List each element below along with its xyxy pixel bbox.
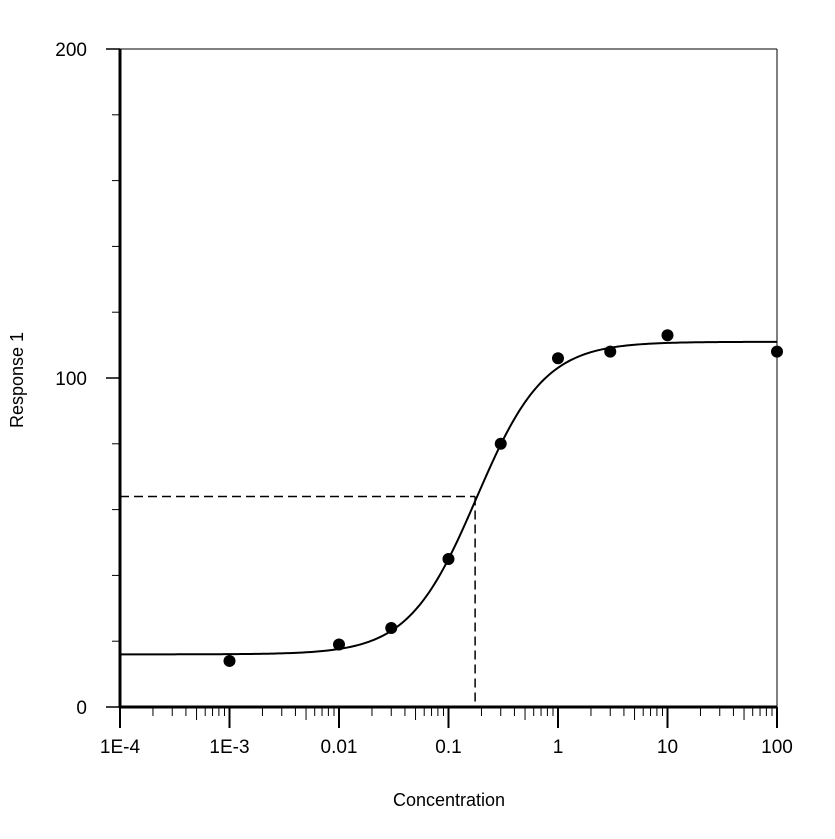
data-point: [771, 345, 783, 358]
y-axis: 0 100 200: [55, 40, 122, 719]
data-points: [223, 329, 783, 667]
x-tick-label: 1E-4: [100, 737, 141, 758]
x-tick-label: 10: [657, 737, 678, 758]
data-point: [552, 352, 564, 365]
x-axis-title: Concentration: [393, 790, 505, 810]
data-point: [223, 654, 236, 667]
y-tick-label: 200: [55, 40, 87, 61]
x-tick-label: 1E-3: [209, 737, 249, 758]
plot-frame: [120, 48, 778, 707]
data-point: [494, 437, 507, 450]
data-point: [661, 329, 674, 342]
ec50-marker: [120, 495, 476, 707]
data-point: [604, 345, 617, 358]
x-tick-label: 1: [553, 737, 564, 758]
x-axis: 1E-4 1E-3 0.01 0.1 1 10 100: [100, 705, 793, 758]
x-tick-label: 0.01: [321, 737, 358, 758]
x-tick-label: 100: [761, 737, 793, 758]
x-tick-label: 0.1: [435, 737, 461, 758]
data-point: [385, 622, 398, 635]
y-axis-title: Response 1: [7, 332, 27, 428]
y-tick-label: 100: [55, 369, 87, 390]
data-point: [333, 638, 345, 651]
y-tick-label: 0: [76, 698, 87, 719]
data-point: [442, 552, 455, 565]
